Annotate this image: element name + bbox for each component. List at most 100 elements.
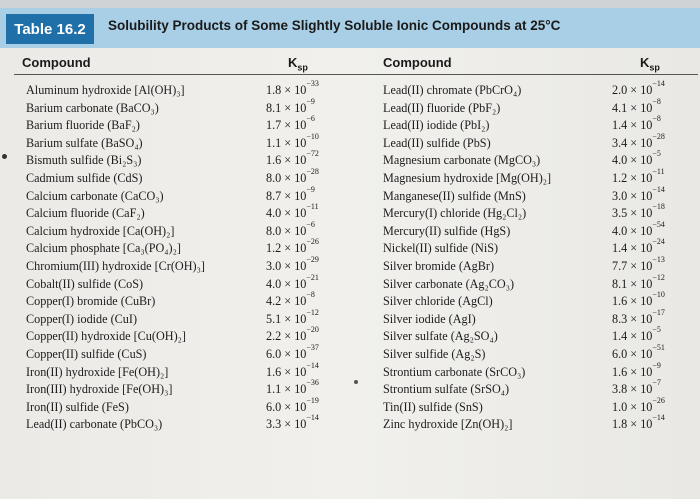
ksp-mantissa: 8.3 × 10	[612, 311, 653, 326]
left-ksp-value: 1.6 × 10−14	[266, 360, 319, 382]
ksp-exponent: −5	[652, 325, 661, 335]
ksp-mantissa: 1.4 × 10	[612, 118, 653, 133]
left-compound-name: Copper(II) sulfide (CuS)	[26, 346, 147, 361]
ksp-mantissa: 4.2 × 10	[266, 294, 307, 309]
col-header-compound-right: Compound	[383, 55, 452, 70]
left-ksp-value: 8.0 × 10−28	[266, 166, 319, 188]
ksp-exponent: −19	[306, 395, 319, 405]
ksp-mantissa: 4.0 × 10	[612, 153, 653, 168]
right-compound-name: Silver bromide (AgBr)	[383, 258, 495, 273]
right-ksp-value: 3.8 × 10−7	[612, 378, 665, 399]
left-ksp-value: 3.0 × 10−29	[266, 255, 319, 276]
left-ksp-value: 2.2 × 10−20	[266, 325, 319, 346]
right-ksp-value: 1.4 × 10−8	[612, 115, 665, 135]
ksp-exponent: −37	[306, 342, 319, 352]
ksp-exponent: −28	[652, 131, 665, 141]
ksp-mantissa: 8.0 × 10	[266, 170, 307, 185]
ksp-exponent: −10	[652, 290, 665, 300]
table-header-band	[0, 8, 700, 48]
col-header-ksp-left: Ksp	[288, 55, 308, 73]
left-ksp-value: 8.1 × 10−9	[266, 97, 319, 118]
left-compound-column: Aluminum hydroxide [Al(OH)₃] Barium carbo…	[26, 82, 205, 434]
ksp-mantissa: 4.1 × 10	[612, 100, 653, 115]
ksp-exponent: −20	[306, 325, 319, 335]
left-ksp-value: 1.1 × 10−10	[266, 131, 319, 153]
ksp-exponent: −5	[652, 149, 661, 159]
right-ksp-value: 4.1 × 10−8	[612, 96, 665, 118]
ksp-exponent: −14	[306, 413, 319, 423]
ksp-exponent: −11	[652, 166, 665, 176]
right-compound-name: Lead(II) sulfide (PbS)	[383, 135, 491, 150]
left-compound-name: Copper(I) bromide (CuBr)	[26, 294, 156, 309]
ksp-mantissa: 1.6 × 10	[612, 364, 653, 379]
left-compound-name: Calcium phosphate [Ca₃(PO₄)₂]	[26, 241, 181, 256]
ksp-exponent: −8	[652, 96, 661, 106]
left-ksp-value: 6.0 × 10−37	[266, 342, 319, 364]
ksp-mantissa: 1.6 × 10	[266, 364, 307, 379]
margin-dot	[2, 154, 7, 159]
left-ksp-value: 1.8 × 10−33	[266, 80, 319, 100]
right-ksp-value: 4.0 × 10−54	[612, 219, 665, 241]
right-compound-name: Strontium sulfate (SrSO₄)	[383, 382, 510, 397]
left-ksp-column: 1.8 × 10−33 8.1 × 10−9 1.7 × 10−6 1.1 × 10−…	[266, 80, 319, 434]
ksp-exponent: −28	[306, 166, 319, 176]
ksp-mantissa: 1.0 × 10	[612, 399, 653, 414]
margin-dot	[354, 380, 358, 384]
ksp-mantissa: 3.5 × 10	[612, 206, 653, 221]
right-compound-name: Silver sulfate (Ag₂SO₄)	[383, 329, 498, 344]
ksp-exponent: −7	[652, 378, 661, 388]
ksp-mantissa: 1.1 × 10	[266, 135, 307, 150]
right-ksp-value: 1.4 × 10−5	[612, 325, 665, 346]
ksp-mantissa: 8.1 × 10	[612, 276, 653, 291]
right-compound-name: Nickel(II) sulfide (NiS)	[383, 241, 499, 256]
ksp-mantissa: 2.0 × 10	[612, 83, 653, 97]
ksp-mantissa: 3.0 × 10	[612, 188, 653, 203]
left-ksp-value: 6.0 × 10−19	[266, 395, 319, 417]
ksp-mantissa: 2.2 × 10	[266, 329, 307, 344]
ksp-exponent: −36	[306, 378, 319, 388]
right-ksp-value: 6.0 × 10−51	[612, 343, 665, 364]
left-ksp-value: 3.3 × 10−14	[266, 413, 319, 434]
table-label: Table 16.2	[6, 14, 94, 44]
right-compound-name: Silver sulfide (Ag₂S)	[383, 346, 486, 361]
ksp-exponent: −14	[306, 360, 319, 370]
ksp-mantissa: 1.7 × 10	[266, 118, 307, 133]
right-compound-name: Silver chloride (AgCl)	[383, 294, 493, 309]
col-header-ksp-right: Ksp	[640, 55, 660, 73]
left-compound-name: Copper(II) hydroxide [Cu(OH)₂]	[26, 329, 186, 344]
ksp-exponent: −13	[652, 254, 665, 264]
ksp-exponent: −10	[306, 131, 319, 141]
left-compound-name: Aluminum hydroxide [Al(OH)₃]	[26, 83, 185, 97]
ksp-exponent: −26	[306, 237, 319, 247]
ksp-exponent: −14	[652, 79, 665, 88]
left-ksp-value: 4.2 × 10−8	[266, 291, 319, 311]
ksp-mantissa: 4.0 × 10	[266, 206, 307, 221]
right-ksp-value: 8.3 × 10−17	[612, 307, 665, 329]
right-compound-name: Lead(II) iodide (PbI₂)	[383, 118, 490, 133]
left-ksp-value: 5.1 × 10−12	[266, 307, 319, 329]
right-compound-column: Lead(II) chromate (PbCrO₄) Lead(II) fluor…	[383, 82, 551, 434]
right-compound-name: Magnesium carbonate (MgCO₃)	[383, 153, 541, 168]
right-compound-name: Zinc hydroxide [Zn(OH)₂]	[383, 417, 513, 432]
ksp-exponent: −17	[652, 307, 665, 317]
ksp-mantissa: 1.4 × 10	[612, 329, 653, 344]
right-compound-name: Mercury(I) chloride (Hg₂Cl₂)	[383, 206, 527, 221]
right-compound-name: Lead(II) chromate (PbCrO₄)	[383, 83, 522, 97]
ksp-exponent: −14	[652, 413, 665, 423]
ksp-exponent: −54	[652, 219, 665, 229]
left-ksp-value: 4.0 × 10−11	[266, 202, 319, 223]
right-ksp-column: 2.0 × 10−14 4.1 × 10−8 1.4 × 10−8 3.4 × 10−…	[612, 79, 665, 434]
right-ksp-value: 1.6 × 10−10	[612, 290, 665, 311]
ksp-exponent: −18	[652, 202, 665, 212]
ksp-exponent: −11	[306, 202, 319, 212]
right-compound-name: Tin(II) sulfide (SnS)	[383, 399, 483, 414]
ksp-exponent: −12	[306, 307, 319, 317]
left-compound-name: Lead(II) carbonate (PbCO₃)	[26, 417, 163, 432]
right-ksp-value: 2.0 × 10−14	[612, 79, 665, 100]
right-ksp-value: 4.0 × 10−5	[612, 149, 665, 170]
ksp-mantissa: 3.8 × 10	[612, 382, 653, 397]
col-header-compound-left: Compound	[22, 55, 91, 70]
left-ksp-value: 4.0 × 10−21	[266, 273, 319, 294]
right-ksp-value: 3.4 × 10−28	[612, 131, 665, 153]
